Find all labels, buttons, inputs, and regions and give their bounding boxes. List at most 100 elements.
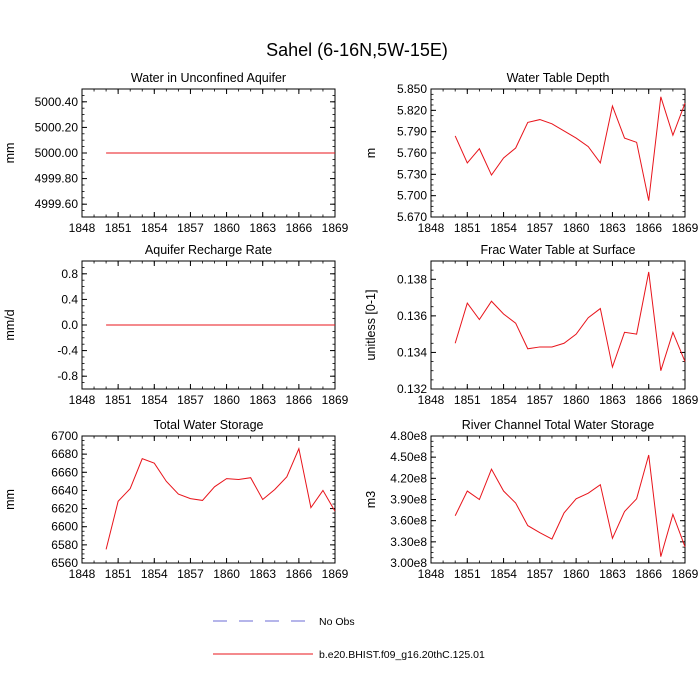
y-tick-label: 3.90e8 [390,493,427,507]
y-axis-label: unitless [0-1] [364,290,378,361]
x-tick-label: 1851 [105,221,132,235]
y-tick-label: 5.820 [397,103,427,117]
x-tick-label: 1854 [141,567,168,581]
y-tick-label: 5000.40 [35,95,79,109]
series-line-1 [454,271,686,371]
panel-6: River Channel Total Water Storage m3 1848 1… [364,418,699,581]
x-tick-label: 1869 [672,221,699,235]
x-tick-label: 1851 [105,393,132,407]
y-tick-label: 6600 [51,520,78,534]
x-tick-label: 1860 [563,393,590,407]
legend-entry-2: b.e20.BHIST.f09_g16.20thC.125.01 [213,649,485,661]
panel-title: Frac Water Table at Surface [481,243,636,257]
x-tick-label: 1869 [672,567,699,581]
y-tick-label: 6680 [51,447,78,461]
plot-frame [430,88,686,218]
y-tick-label: 0.138 [397,272,427,286]
x-tick-label: 1848 [418,393,445,407]
x-tick-label: 1851 [105,567,132,581]
series-line-1 [105,447,336,550]
y-tick-label: 6620 [51,502,78,516]
x-tick-label: 1854 [490,221,517,235]
y-tick-label: 6640 [51,483,78,497]
x-tick-label: 1857 [177,221,204,235]
legend-entry-1: No Obs [213,616,355,628]
x-tick-label: 1869 [672,393,699,407]
y-tick-label: -0.4 [57,344,78,358]
y-tick-label: 5.850 [397,82,427,96]
x-tick-label: 1860 [563,567,590,581]
y-axis-label: m3 [364,491,378,508]
y-tick-label: 4.80e8 [390,429,427,443]
y-axis-label: mm/d [3,309,17,340]
panel-title: Water in Unconfined Aquifer [131,71,286,85]
x-tick-label: 1866 [286,567,313,581]
panel-3: Aquifer Recharge Rate mm/d 1848 1851 1854 185… [3,243,349,407]
y-tick-label: 5000.00 [35,146,79,160]
y-tick-label: 4999.60 [35,197,79,211]
y-tick-label: 6560 [51,556,78,570]
x-tick-label: 1854 [141,393,168,407]
y-axis-label: mm [3,489,17,510]
legend-label: No Obs [319,616,355,628]
x-tick-label: 1857 [177,567,204,581]
panel-5: Total Water Storage mm 1848 1851 1854 1857 186… [3,418,349,581]
y-tick-label: 0.136 [397,309,427,323]
y-tick-label: 3.00e8 [390,556,427,570]
y-axis-label: m [364,148,378,158]
x-tick-label: 1863 [599,221,626,235]
x-tick-label: 1866 [286,393,313,407]
x-tick-label: 1848 [418,221,445,235]
x-tick-label: 1863 [599,393,626,407]
x-tick-label: 1848 [418,567,445,581]
x-tick-label: 1866 [635,567,662,581]
x-tick-label: 1860 [563,221,590,235]
panel-4: Frac Water Table at Surface unitless [0-1… [364,243,699,407]
x-tick-label: 1851 [454,221,481,235]
series-line-1 [454,454,686,557]
x-tick-label: 1854 [141,221,168,235]
x-tick-label: 1863 [599,567,626,581]
x-tick-label: 1857 [527,567,554,581]
y-tick-label: 5000.20 [35,120,79,134]
panel-title: Total Water Storage [153,418,263,432]
x-tick-label: 1848 [69,393,96,407]
x-tick-label: 1857 [177,393,204,407]
y-axis-label: mm [3,143,17,164]
x-tick-label: 1848 [69,567,96,581]
x-tick-label: 1863 [249,393,276,407]
x-tick-label: 1866 [635,393,662,407]
y-tick-label: 0.134 [397,345,427,359]
x-tick-label: 1857 [527,393,554,407]
y-tick-label: 0.0 [61,318,78,332]
x-tick-label: 1854 [490,393,517,407]
y-tick-label: 3.60e8 [390,514,427,528]
panel-title: Water Table Depth [507,71,610,85]
x-tick-label: 1866 [286,221,313,235]
panel-title: Aquifer Recharge Rate [145,243,272,257]
y-tick-label: 5.700 [397,189,427,203]
x-tick-label: 1860 [213,567,240,581]
x-tick-label: 1869 [322,393,349,407]
y-tick-label: 5.730 [397,167,427,181]
x-tick-label: 1863 [249,567,276,581]
panel-1: Water in Unconfined Aquifer mm 1848 1851 185… [3,71,349,235]
y-tick-label: 0.132 [397,382,427,396]
y-tick-label: 6660 [51,465,78,479]
y-tick-label: 5.760 [397,146,427,160]
x-tick-label: 1860 [213,221,240,235]
legend: No Obs b.e20.BHIST.f09_g16.20thC.125.01 [213,616,485,661]
y-tick-label: -0.8 [57,369,78,383]
panels: Water in Unconfined Aquifer mm 1848 1851 185… [3,71,699,581]
y-tick-label: 4.20e8 [390,471,427,485]
x-tick-label: 1851 [454,393,481,407]
x-tick-label: 1857 [527,221,554,235]
y-tick-label: 0.4 [61,292,78,306]
figure-title: Sahel (6-16N,5W-15E) [266,40,448,60]
y-tick-label: 6700 [51,429,78,443]
plot-frame [430,435,686,564]
y-tick-label: 4.50e8 [390,450,427,464]
y-tick-label: 0.8 [61,267,78,281]
x-tick-label: 1860 [213,393,240,407]
